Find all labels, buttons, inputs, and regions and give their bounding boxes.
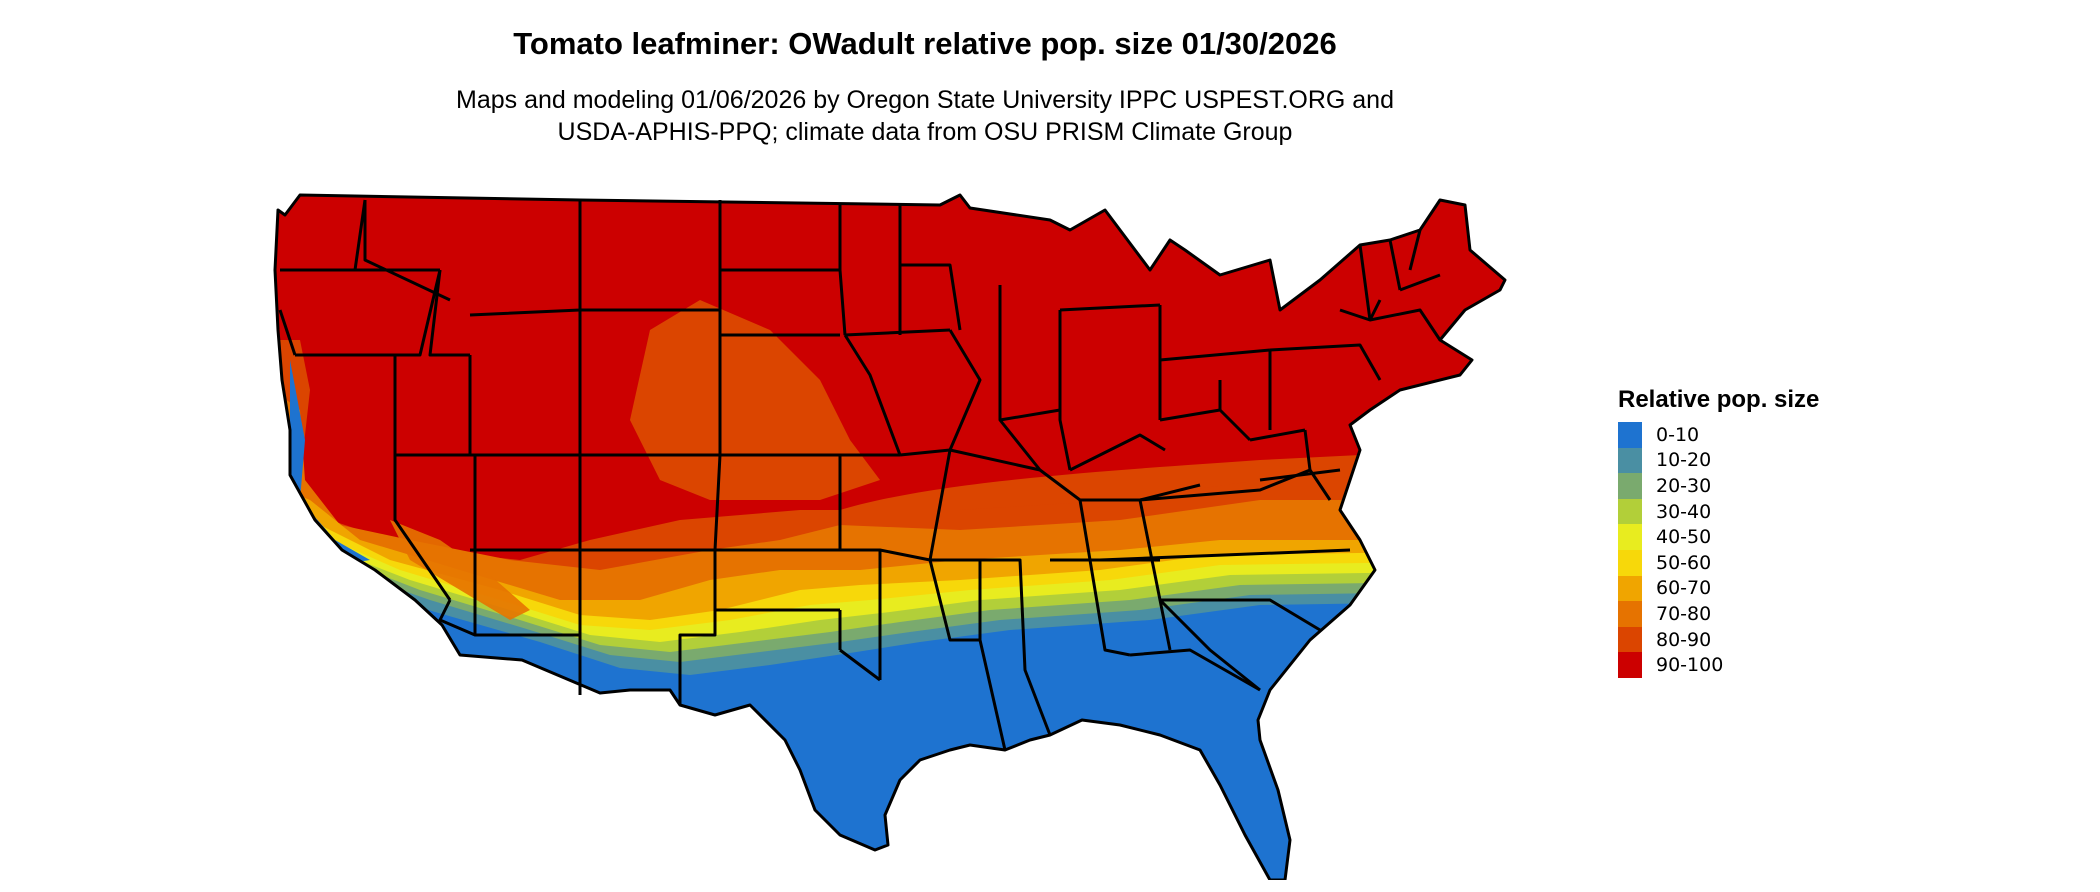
legend-item: 50-60 <box>1618 549 1819 576</box>
legend-label: 10-20 <box>1656 449 1712 472</box>
legend-label: 70-80 <box>1656 602 1712 625</box>
legend: Relative pop. size 0-10 10-20 20-30 30-40 40… <box>1618 386 1819 678</box>
relative-pop-raster <box>275 195 1505 880</box>
subtitle-line-2: USDA-APHIS-PPQ; climate data from OSU PR… <box>557 118 1293 146</box>
legend-swatch <box>1618 447 1642 474</box>
legend-item: 30-40 <box>1618 498 1819 525</box>
legend-item: 20-30 <box>1618 473 1819 499</box>
legend-item: 80-90 <box>1618 626 1819 653</box>
legend-swatch <box>1618 524 1642 550</box>
legend-title: Relative pop. size <box>1618 386 1820 413</box>
map-subtitle: Maps and modeling 01/06/2026 by Oregon S… <box>0 84 1850 148</box>
legend-swatch <box>1618 652 1642 678</box>
legend-item: 0-10 <box>1618 422 1819 448</box>
legend-item: 40-50 <box>1618 524 1819 550</box>
legend-item: 90-100 <box>1618 652 1819 678</box>
subtitle-line-1: Maps and modeling 01/06/2026 by Oregon S… <box>456 86 1394 114</box>
legend-label: 80-90 <box>1656 628 1712 651</box>
legend-label: 0-10 <box>1656 423 1700 446</box>
legend-swatch <box>1618 549 1642 576</box>
legend-swatch <box>1618 601 1642 627</box>
legend-label: 20-30 <box>1656 474 1712 497</box>
legend-swatch <box>1618 575 1642 602</box>
us-map <box>273 193 1507 880</box>
legend-items: 0-10 10-20 20-30 30-40 40-50 50-60 60-70 70-80 8… <box>1618 422 1819 678</box>
legend-swatch <box>1618 626 1642 653</box>
legend-swatch <box>1618 498 1642 525</box>
legend-item: 70-80 <box>1618 601 1819 627</box>
legend-label: 50-60 <box>1656 551 1712 574</box>
legend-swatch <box>1618 422 1642 448</box>
state-borders <box>273 193 1507 880</box>
legend-label: 90-100 <box>1656 654 1724 677</box>
legend-label: 40-50 <box>1656 526 1712 549</box>
legend-item: 10-20 <box>1618 447 1819 474</box>
legend-item: 60-70 <box>1618 575 1819 602</box>
map-title: Tomato leafminer: OWadult relative pop. … <box>513 26 1337 61</box>
legend-label: 60-70 <box>1656 577 1712 600</box>
legend-label: 30-40 <box>1656 500 1712 523</box>
legend-swatch <box>1618 473 1642 499</box>
